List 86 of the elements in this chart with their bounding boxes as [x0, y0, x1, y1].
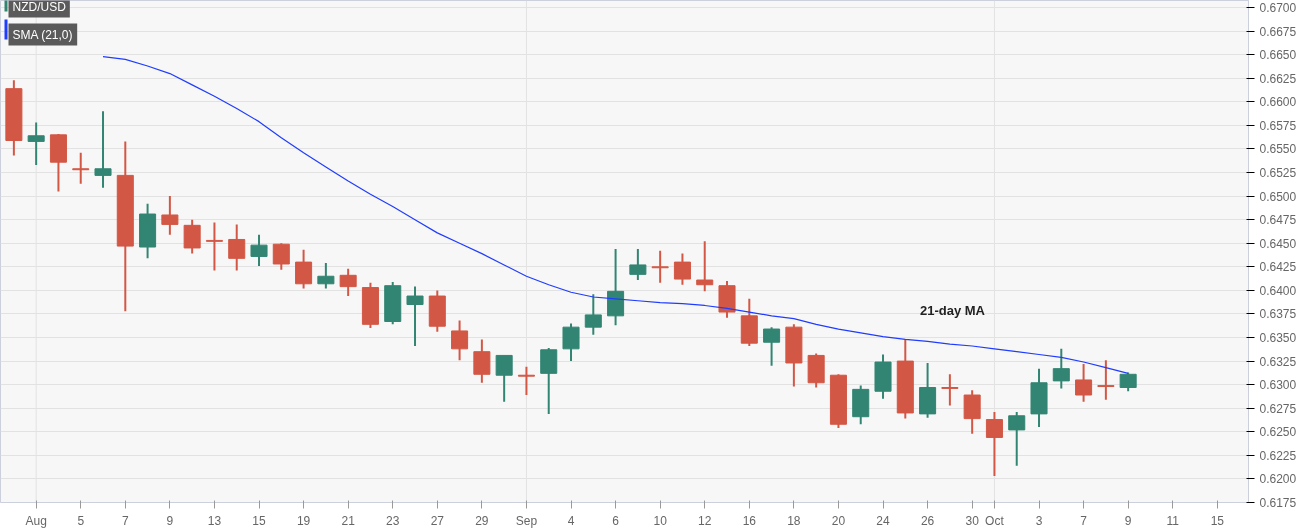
- candlestick: [1052, 347, 1070, 390]
- x-tick-label: 12: [698, 513, 712, 528]
- candlestick: [517, 365, 535, 397]
- x-tick-label: Aug: [25, 513, 47, 528]
- y-tick-label: 0.6375: [1259, 307, 1297, 322]
- y-tick-label: 0.6225: [1259, 448, 1297, 463]
- x-tick-label: 16: [742, 513, 757, 528]
- candlestick: [94, 110, 112, 189]
- x-tick-label: 29: [475, 513, 489, 528]
- y-tick-label: 0.6400: [1259, 283, 1297, 298]
- x-tick-label: 15: [1210, 513, 1225, 528]
- y-tick-label: 0.6475: [1259, 213, 1297, 228]
- candlestick: [629, 247, 647, 282]
- x-tick-label: 7: [121, 513, 129, 528]
- y-tick-label: 0.6625: [1259, 71, 1297, 86]
- candlestick: [161, 195, 179, 236]
- candlestick: [941, 373, 959, 407]
- candlestick: [228, 223, 246, 272]
- y-tick-label: 0.6175: [1259, 496, 1297, 510]
- x-tick-label: 23: [386, 513, 400, 528]
- x-tick-label: 13: [207, 513, 222, 528]
- candlestick: [473, 338, 491, 384]
- candlestick: [317, 262, 335, 290]
- x-tick-label: 19: [296, 513, 311, 528]
- candlestick: [72, 151, 90, 185]
- candlestick: [272, 242, 290, 271]
- legend-label: SMA (21,0): [12, 27, 73, 42]
- x-tick-label: 21: [341, 513, 356, 528]
- candlestick: [1075, 362, 1093, 403]
- candlestick: [1008, 411, 1026, 467]
- candlestick: [540, 346, 558, 415]
- candlestick: [183, 218, 201, 255]
- x-tick-label: 20: [831, 513, 846, 528]
- x-tick-label: 6: [612, 513, 620, 528]
- y-tick-label: 0.6350: [1259, 331, 1297, 346]
- x-tick-label: 15: [252, 513, 267, 528]
- x-tick-label: 27: [430, 513, 445, 528]
- candlestick: [1119, 371, 1137, 393]
- x-tick-label: 3: [1035, 513, 1043, 528]
- y-tick-label: 0.6675: [1259, 24, 1297, 39]
- x-tick-label: 9: [1124, 513, 1132, 528]
- candlestick: [1097, 359, 1115, 401]
- x-tick-label: 26: [920, 513, 935, 528]
- x-tick-label: 5: [77, 513, 85, 528]
- y-tick-label: 0.6325: [1259, 354, 1297, 369]
- candlestick: [451, 319, 469, 362]
- candlestick: [339, 267, 357, 298]
- x-tick-label: 11: [1166, 513, 1180, 528]
- candlestick: [763, 326, 781, 367]
- y-tick-label: 0.6575: [1259, 118, 1297, 133]
- candlestick: [985, 411, 1003, 478]
- candlestick: [295, 248, 313, 290]
- y-tick-label: 0.6200: [1259, 472, 1297, 487]
- x-tick-label: 9: [166, 513, 174, 528]
- y-tick-label: 0.6425: [1259, 260, 1297, 275]
- y-tick-label: 0.6450: [1259, 236, 1297, 251]
- candlestick: [406, 285, 424, 348]
- y-tick-label: 0.6525: [1259, 166, 1297, 181]
- y-tick-label: 0.6275: [1259, 401, 1297, 416]
- candlestick: [584, 293, 602, 336]
- y-tick-label: 0.6600: [1259, 95, 1297, 110]
- x-tick-label: 30: [965, 513, 980, 528]
- candlestick: [651, 249, 669, 284]
- candlestick: [673, 252, 691, 286]
- x-tick-label: 7: [1080, 513, 1088, 528]
- candlestick: [696, 240, 714, 293]
- x-tick-label: Sep: [515, 513, 538, 528]
- x-tick-label: Oct: [985, 513, 1005, 528]
- x-tick-label: 18: [787, 513, 801, 528]
- candlestick: [27, 121, 45, 167]
- y-tick-label: 0.6250: [1259, 425, 1297, 440]
- y-tick-label: 0.6500: [1259, 189, 1297, 204]
- candlestick: [495, 354, 513, 403]
- candlestick: [250, 233, 268, 267]
- candlestick: [205, 221, 223, 272]
- y-tick-label: 0.6700: [1259, 1, 1297, 16]
- x-tick-label: 24: [876, 513, 891, 528]
- y-tick-label: 0.6650: [1259, 48, 1297, 63]
- candlestick: [562, 322, 580, 363]
- annotation: 21-day MA: [919, 303, 986, 318]
- legend-label: NZD/USD: [12, 0, 67, 14]
- y-tick-label: 0.6300: [1259, 378, 1297, 393]
- candlestick: [963, 389, 981, 435]
- y-tick-label: 0.6550: [1259, 142, 1297, 157]
- x-tick-label: 4: [567, 513, 575, 528]
- x-tick-label: 10: [653, 513, 668, 528]
